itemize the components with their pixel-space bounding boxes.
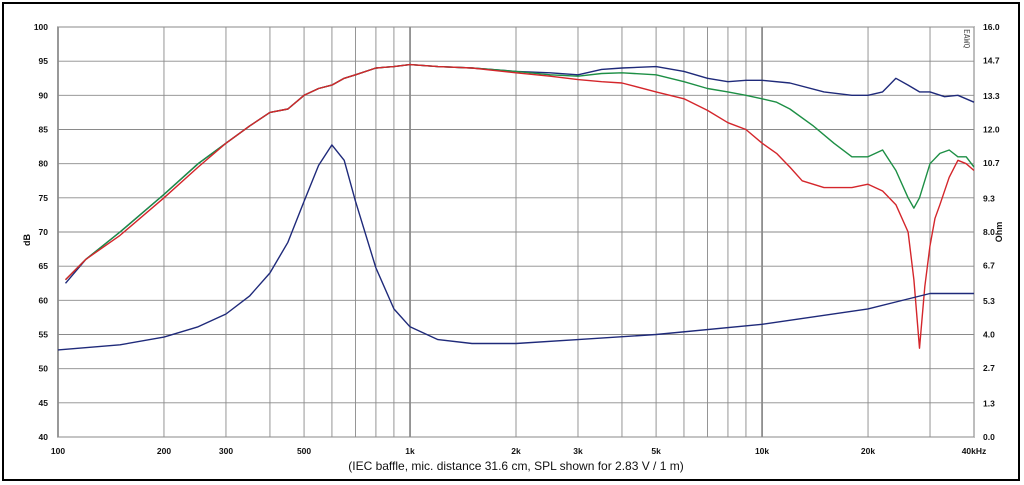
y-left-tick-label: 100 [34,22,48,32]
y-right-tick-label: 1.3 [983,399,995,409]
y-right-tick-label: 6.7 [983,260,995,270]
y-right-tick-label: 5.3 [983,296,995,306]
x-tick-label: 20k [861,446,875,456]
y-right-tick-label: 0.0 [983,432,995,442]
y-right-tick-label: 8.0 [983,227,995,237]
y-right-tick-label: 2.7 [983,363,995,373]
x-tick-label: 300 [219,446,233,456]
y-right-tick-label: 4.0 [983,330,995,340]
x-tick-label: 3k [573,446,583,456]
y-right-tick-label: 16.0 [983,22,1000,32]
x-tick-label: 1k [405,446,415,456]
chart-caption: (IEC baffle, mic. distance 31.6 cm, SPL … [348,459,683,473]
x-tick-labels: 100 200 300 500 1k 2k 3k 5k 10k 20k 40kHz [51,446,986,456]
x-tick-label: 5k [651,446,661,456]
y-right-tick-label: 9.3 [983,194,995,204]
x-tick-label: 2k [511,446,521,456]
grid [57,26,975,438]
y-left-tick-label: 55 [39,330,49,340]
y-right-tick-label: 12.0 [983,125,1000,135]
y-left-tick-label: 65 [39,261,49,271]
logo-mark: EAWQ [962,29,971,48]
y-left-tick-label: 90 [39,90,49,100]
y-right-tick-label: 10.7 [983,158,1000,168]
y-left-tick-label: 40 [39,432,49,442]
y-left-tick-label: 60 [39,295,49,305]
x-tick-label: 100 [51,446,65,456]
y-left-tick-label: 85 [39,125,49,135]
y-right-tick-labels: 16.0 14.7 13.3 12.0 10.7 9.3 8.0 6.7 5.3 4.0 2.7 1.… [983,22,1000,442]
y-left-tick-label: 70 [39,227,49,237]
y-right-tick-label: 14.7 [983,55,1000,65]
series-line-4 [57,144,974,351]
x-tick-label: 500 [297,446,311,456]
series-line-3 [65,63,975,349]
y-left-tick-labels: 100 95 90 85 80 75 70 65 60 55 50 45 40 [34,22,48,442]
y-left-tick-label: 95 [39,56,49,66]
x-tick-label: 200 [157,446,171,456]
y-right-axis-label: Ohm [994,222,1004,243]
y-left-tick-label: 80 [39,159,49,169]
y-left-tick-label: 45 [39,398,49,408]
x-tick-label: 10k [755,446,769,456]
y-left-tick-label: 75 [39,193,49,203]
series-group [57,63,975,351]
y-right-tick-label: 13.3 [983,91,1000,101]
y-left-axis-label: dB [22,234,32,246]
y-left-tick-label: 50 [39,364,49,374]
x-tick-label: 40kHz [962,446,987,456]
